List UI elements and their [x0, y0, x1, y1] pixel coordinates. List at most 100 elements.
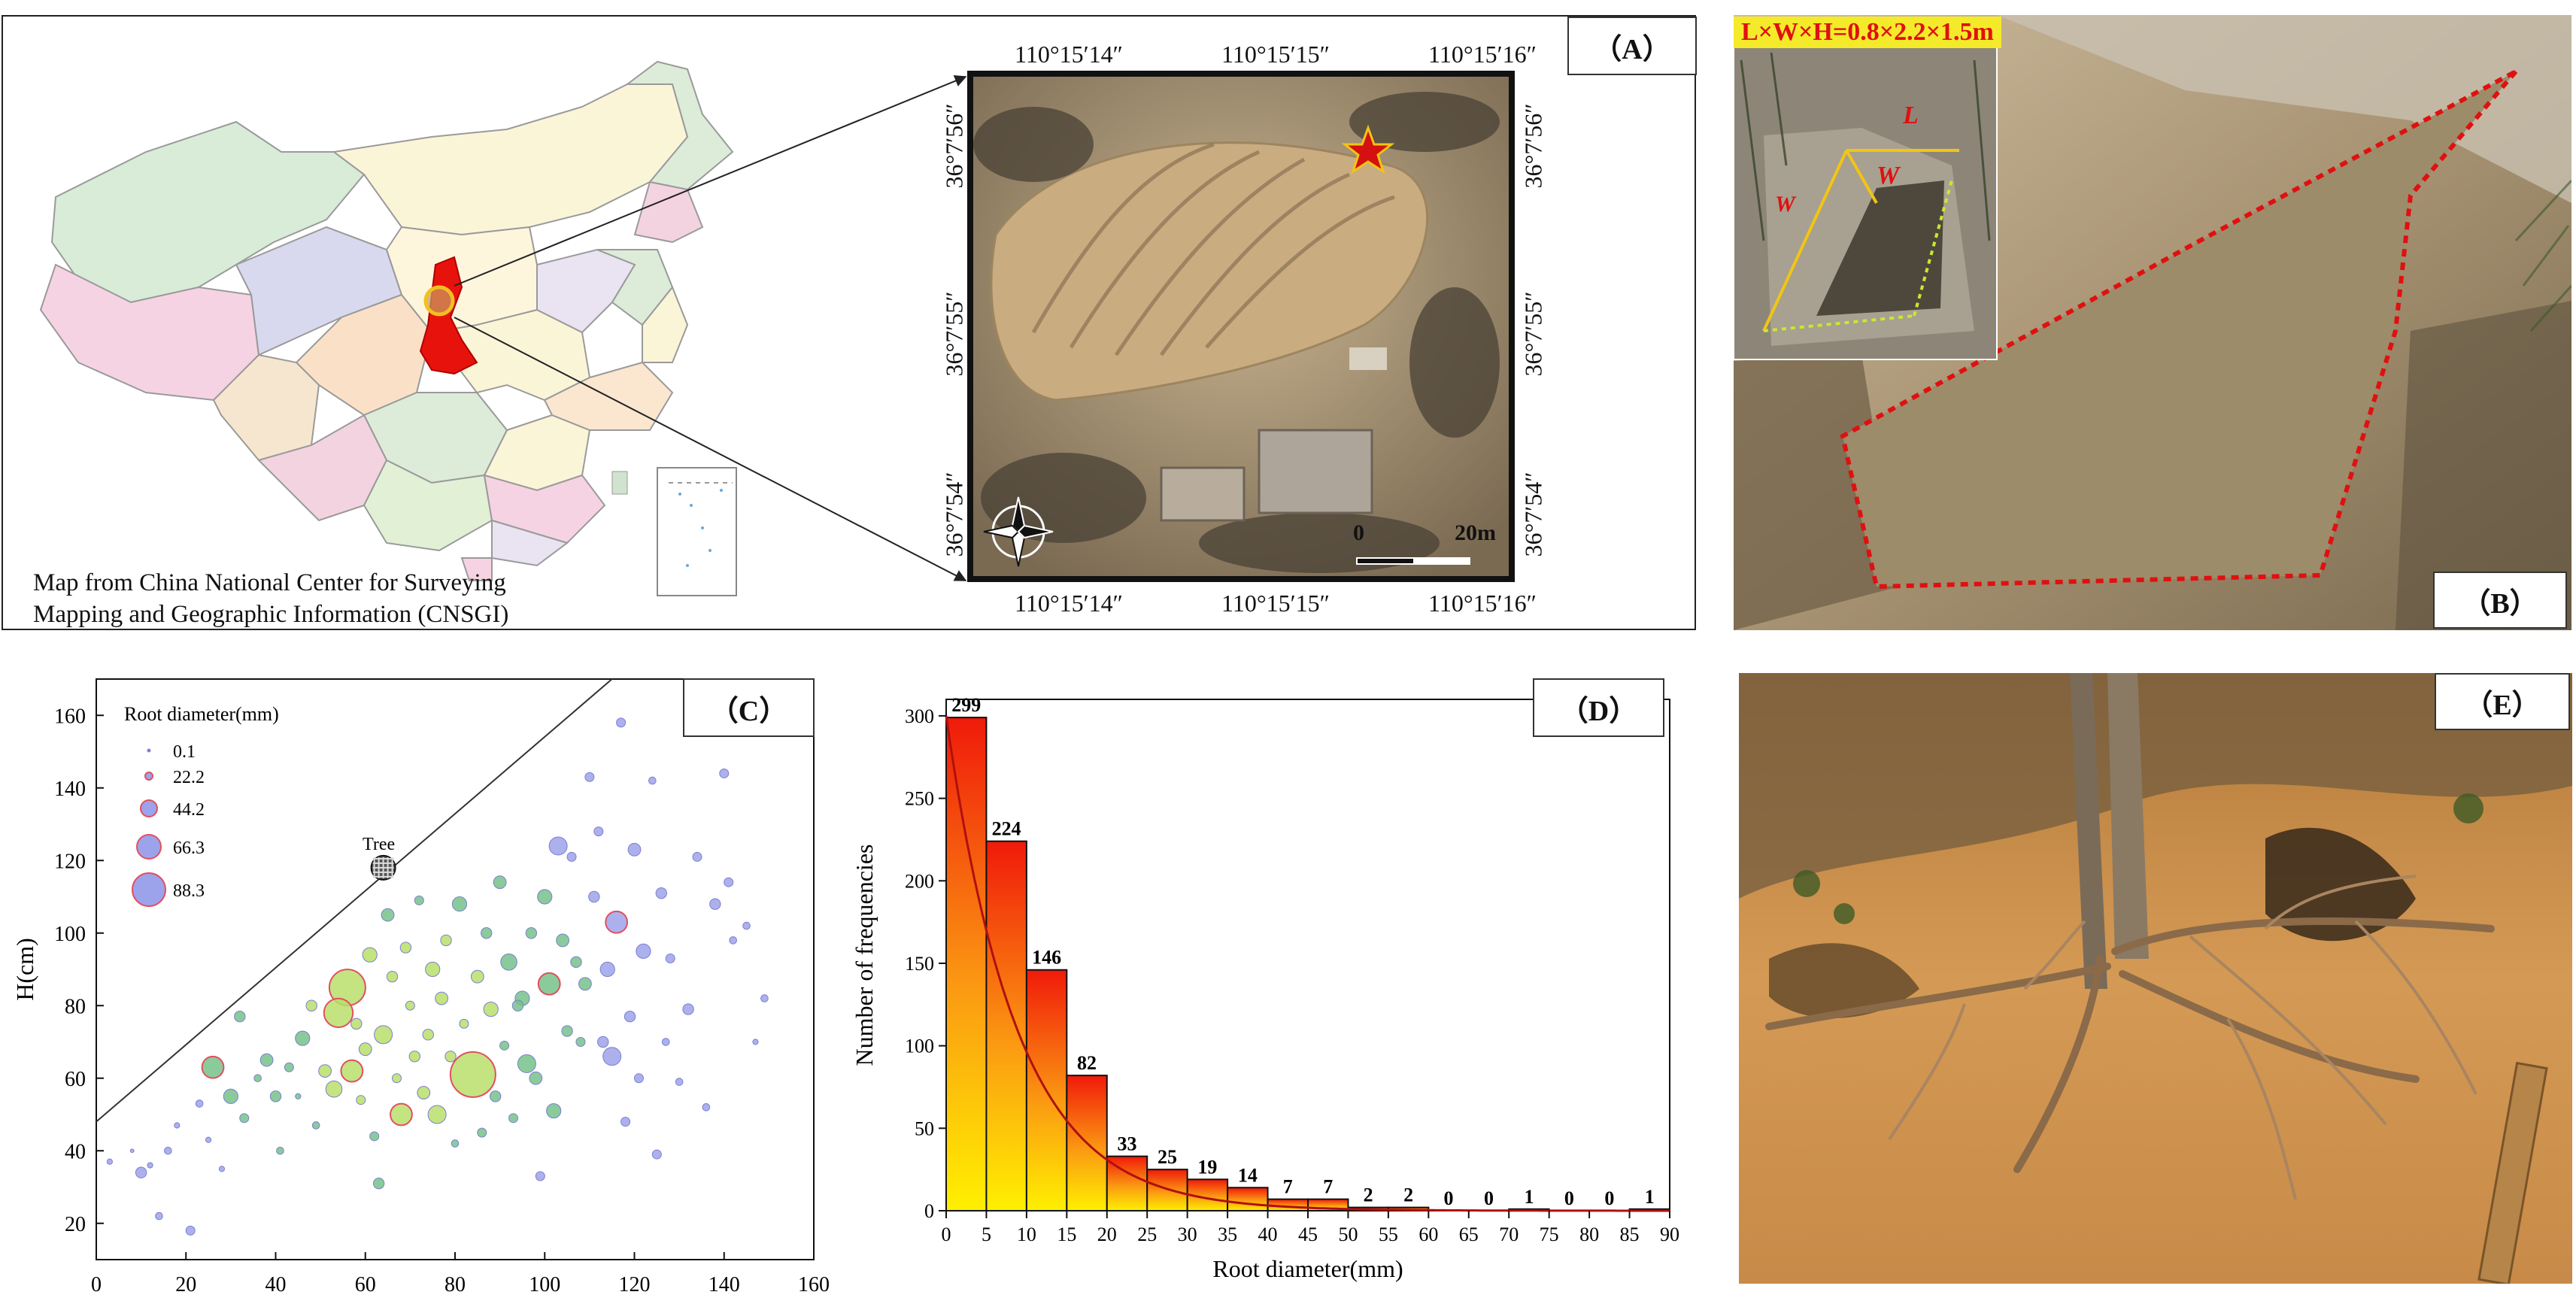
root-point	[417, 1086, 431, 1099]
root-point	[155, 1211, 163, 1221]
top-lon-3: 110°15′16″	[1428, 41, 1537, 68]
x-tick-label: 5	[982, 1224, 991, 1245]
root-point	[147, 1162, 153, 1169]
root-point	[566, 851, 577, 862]
root-point	[529, 1071, 543, 1085]
x-tick-label: 90	[1660, 1224, 1679, 1245]
y-tick-label: 150	[905, 953, 934, 975]
x-tick-label: 40	[265, 1273, 287, 1296]
root-point	[164, 1146, 172, 1155]
tree-boundary-line	[96, 678, 613, 1123]
root-point	[445, 1051, 457, 1063]
tree-marker	[370, 854, 396, 881]
x-tick-label: 85	[1620, 1224, 1640, 1245]
root-point	[548, 836, 568, 856]
root-point	[470, 969, 484, 984]
panel-b: L×W×H=0.8×2.2×1.5m L W W （B）	[1734, 15, 2571, 630]
scale-start-label: 0	[1353, 520, 1364, 545]
root-point	[195, 1099, 204, 1108]
root-point	[675, 1078, 684, 1086]
histogram-bar	[1227, 1187, 1269, 1212]
y-tick-label: 60	[65, 1068, 86, 1091]
x-tick-label: 160	[798, 1273, 830, 1296]
panel-b-tag: （B）	[2433, 572, 2567, 629]
bar-value-label: 7	[1283, 1176, 1293, 1198]
right-lat-1: 36°7′56″	[1519, 103, 1547, 189]
root-point	[253, 1074, 262, 1083]
root-point	[499, 1040, 510, 1051]
x-axis-label: Root diameter(mm)	[1212, 1255, 1403, 1282]
root-point	[451, 896, 468, 912]
plot-area	[96, 678, 815, 1260]
root-point	[624, 1011, 636, 1023]
root-point	[599, 961, 615, 978]
y-axis-label: H(cm)	[11, 938, 38, 1001]
root-point	[318, 1064, 332, 1078]
inset-label-w1: W	[1877, 162, 1900, 190]
root-point	[440, 934, 452, 947]
y-tick-label: 160	[54, 705, 86, 728]
y-axis-label: Number of frequencies	[851, 845, 878, 1066]
root-point	[636, 943, 651, 959]
root-point	[311, 1121, 320, 1130]
x-tick-label: 80	[445, 1273, 466, 1296]
bar-value-label: 33	[1118, 1133, 1137, 1155]
root-point	[325, 1080, 343, 1098]
aerial-photo	[973, 77, 1509, 576]
y-tick-label: 300	[905, 705, 934, 727]
x-tick-label: 60	[355, 1273, 376, 1296]
x-tick-label: 55	[1379, 1224, 1398, 1245]
root-point	[427, 1105, 447, 1124]
x-tick-label: 60	[1418, 1224, 1438, 1245]
root-point	[269, 1090, 282, 1102]
inset-label-w2: W	[1775, 192, 1795, 217]
left-lat-2: 36°7′55″	[940, 291, 968, 377]
bar-value-label: 0	[1444, 1187, 1454, 1209]
panel-c: 0 20 40 60 80 100 120 140 160 20 40 60 80 100 120 140 16…	[0, 662, 835, 1310]
root-point	[239, 1113, 250, 1124]
root-point	[358, 1042, 372, 1057]
x-tick-label: 20	[175, 1273, 196, 1296]
x-tick-label: 0	[942, 1224, 951, 1245]
root-point	[259, 1053, 274, 1067]
y-tick-label: 20	[65, 1213, 86, 1236]
x-tick-label: 80	[1579, 1224, 1599, 1245]
root-point	[729, 936, 737, 945]
root-point	[517, 1054, 536, 1073]
x-tick-label: 40	[1258, 1224, 1278, 1245]
root-point	[556, 933, 569, 948]
y-tick-label: 100	[54, 923, 86, 946]
root-point	[106, 1158, 113, 1165]
bar-value-label: 14	[1238, 1164, 1258, 1186]
root-point	[201, 1055, 225, 1079]
root-point	[651, 1149, 662, 1160]
bar-value-label: 19	[1197, 1156, 1217, 1178]
y-tick-label: 80	[65, 995, 86, 1018]
map-source-caption: Map from China National Center for Surve…	[33, 567, 508, 630]
x-tick-label: 25	[1137, 1224, 1157, 1245]
root-point	[525, 927, 538, 939]
root-point	[593, 826, 604, 837]
root-point	[284, 1062, 294, 1072]
y-tick-label: 120	[54, 850, 86, 873]
map-caption-line1: Map from China National Center for Surve…	[33, 569, 506, 596]
study-site-marker	[423, 285, 455, 317]
y-tick-label: 100	[905, 1036, 934, 1057]
root-point	[702, 1103, 711, 1111]
y-tick-label: 0	[924, 1200, 934, 1222]
x-tick-label: 35	[1218, 1224, 1237, 1245]
root-point	[405, 1000, 415, 1011]
x-tick-label: 65	[1459, 1224, 1479, 1245]
right-lat-3: 36°7′54″	[1519, 472, 1547, 557]
x-tick-label: 70	[1499, 1224, 1519, 1245]
right-lat-2: 36°7′55″	[1519, 291, 1547, 377]
inset-label-l: L	[1903, 102, 1919, 129]
root-point	[575, 1037, 586, 1047]
root-point	[362, 947, 378, 963]
x-tick-label: 120	[619, 1273, 651, 1296]
root-point	[414, 895, 424, 905]
histogram-bar	[945, 717, 988, 1212]
root-point	[276, 1146, 284, 1155]
root-point	[459, 1018, 469, 1029]
